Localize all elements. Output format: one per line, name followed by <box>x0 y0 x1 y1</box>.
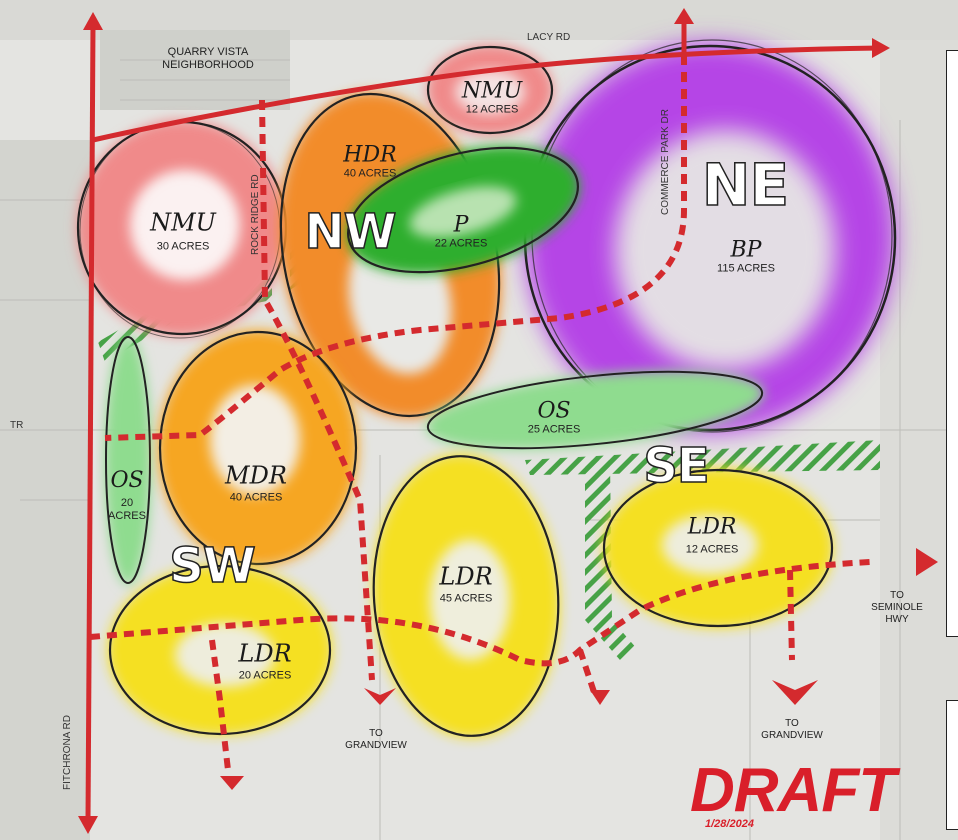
zone-label-bp: BP 115 ACRES <box>717 237 775 276</box>
zone-acres: 20 ACRES <box>238 669 292 682</box>
zone-acres: 30 ACRES <box>156 240 210 253</box>
zone-label-hdr: HDR 40 ACRES <box>343 142 397 181</box>
draft-stamp: DRAFT <box>690 756 896 825</box>
destination-grandview-east: TO GRANDVIEW <box>761 718 823 741</box>
destination-grandview-west: TO GRANDVIEW <box>345 728 407 751</box>
road-label-rock-ridge: ROCK RIDGE RD <box>250 174 261 255</box>
zone-label-nmu-30: NMU 30 ACRES <box>150 211 216 254</box>
zone-code: HDR <box>343 142 397 168</box>
side-panel-lower <box>946 700 958 830</box>
destination-seminole-hwy: TO SEMINOLE HWY <box>871 590 923 625</box>
quadrant-se-label: SE <box>643 437 711 495</box>
zone-label-os-20: OS 20 ACRES <box>108 469 146 523</box>
zone-acres: 40 ACRES <box>343 167 397 180</box>
zone-acres: 12 ACRES <box>685 543 739 556</box>
zone-acres: 22 ACRES <box>434 237 488 250</box>
quarry-vista-parcels <box>100 30 290 110</box>
road-label-edge: TR <box>10 420 24 431</box>
road-label-fitchrona: FITCHRONA RD <box>62 715 73 790</box>
zone-code: NMU <box>461 78 523 104</box>
zone-label-os-25: OS 25 ACRES <box>527 398 581 437</box>
zone-acres: 115 ACRES <box>717 262 775 275</box>
draft-date: 1/28/2024 <box>705 818 754 830</box>
zone-code: P <box>453 212 469 238</box>
quadrant-sw-label: SW <box>168 537 256 595</box>
zone-acres: 25 ACRES <box>527 423 581 436</box>
zone-acres: 12 ACRES <box>465 103 519 116</box>
zone-code: OS <box>110 468 144 493</box>
zone-code: MDR <box>225 461 287 490</box>
zone-code: LDR <box>687 514 737 540</box>
side-panel-upper <box>946 50 958 637</box>
quadrant-ne-label: NE <box>701 150 790 220</box>
road-label-lacy: LACY RD <box>527 32 571 43</box>
zone-label-ldr-45: LDR 45 ACRES <box>439 565 492 606</box>
zone-code: LDR <box>238 639 292 668</box>
zone-label-ldr-12: LDR 12 ACRES <box>685 514 739 557</box>
zone-code: LDR <box>439 562 493 591</box>
zone-code: OS <box>537 398 571 424</box>
zone-acres: 40 ACRES <box>229 491 283 504</box>
zone-code: NMU <box>150 208 216 237</box>
zone-label-nmu-12: NMU 12 ACRES <box>461 78 523 117</box>
quadrant-nw-label: NW <box>304 203 398 261</box>
road-arrowheads <box>78 8 938 834</box>
land-use-zones <box>76 39 897 738</box>
zone-code: BP <box>730 237 762 263</box>
zone-label-mdr: MDR 40 ACRES <box>225 464 287 505</box>
zone-acres: 20 ACRES <box>108 497 146 522</box>
road-label-commerce-park: COMMERCE PARK DR <box>660 109 671 215</box>
neighborhood-label: QUARRY VISTA NEIGHBORHOOD <box>162 46 254 71</box>
proposed-local-roads <box>89 55 871 771</box>
zone-label-ldr-20: LDR 20 ACRES <box>238 642 291 683</box>
zone-label-p: P 22 ACRES <box>434 212 488 251</box>
zone-acres: 45 ACRES <box>439 592 493 605</box>
